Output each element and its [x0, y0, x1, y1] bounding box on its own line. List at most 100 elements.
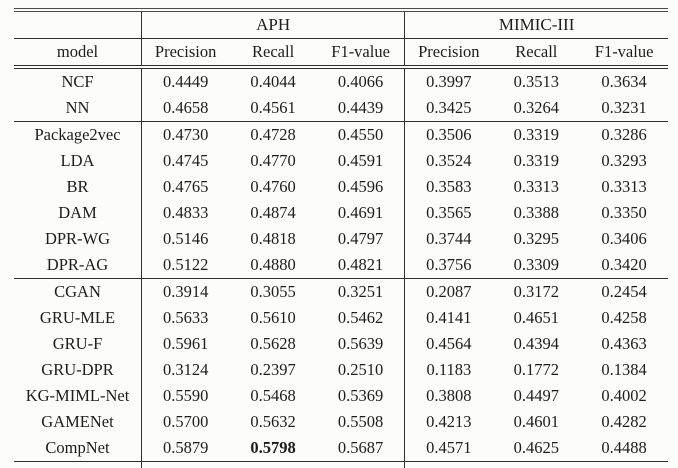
value-cell: 0.2087: [426, 282, 472, 301]
table-row: GRU-F 0.5961 0.5628 0.5639 0.4564 0.4394 0.436…: [14, 331, 668, 357]
model-name-cell: BR: [14, 174, 143, 200]
column-header-mimic-precision: Precision: [418, 42, 480, 61]
value-cell: 0.5879: [162, 438, 209, 457]
value-cell: 0.4596: [316, 174, 406, 200]
value-cell: 0.4213: [426, 412, 472, 431]
value-cell: 0.4833: [162, 203, 209, 222]
value-cell: 0.4141: [426, 308, 472, 327]
table-row: NN 0.4658 0.4561 0.4439 0.3425 0.3264 0.3231: [14, 95, 668, 122]
value-cell: 0.5687: [316, 435, 406, 462]
value-cell: 0.4002: [601, 386, 647, 405]
value-cell: 0.3388: [513, 203, 559, 222]
model-name-cell: DPR-WG: [14, 226, 143, 252]
value-cell: 0.4625: [513, 438, 559, 457]
value-cell: 0.3055: [250, 282, 296, 301]
table-row: DAM 0.4833 0.4874 0.4691 0.3565 0.3388 0.3350: [14, 200, 668, 226]
value-cell: 0.4571: [426, 438, 472, 457]
column-header-row: model Precision Recall F1-value Precisio…: [14, 38, 668, 67]
value-cell: 0.3756: [426, 255, 472, 274]
value-cell: 0.2397: [250, 360, 296, 379]
value-cell: 0.4560: [580, 462, 668, 468]
model-name-cell: Package2vec: [14, 121, 143, 148]
value-cell: 0.4651: [513, 308, 559, 327]
value-cell: 0.4760: [250, 177, 296, 196]
table-section: Package2vec 0.4730 0.4728 0.4550 0.3506 0.331…: [14, 121, 668, 279]
column-header-mimic-recall: Recall: [515, 42, 558, 61]
value-cell: 0.3744: [426, 229, 472, 248]
table-section: NCF 0.4449 0.4044 0.4066 0.3997 0.3513 0.3634 N…: [14, 67, 668, 122]
value-cell: 0.4730: [162, 125, 209, 144]
column-header-aph-recall: Recall: [252, 42, 295, 61]
value-cell: 0.3524: [426, 151, 472, 170]
group-header-aph: APH: [141, 10, 406, 39]
value-cell: 0.3309: [513, 255, 559, 274]
value-cell: 0.5122: [162, 255, 209, 274]
value-cell: 0.4880: [250, 255, 296, 274]
table-row: BR 0.4765 0.4760 0.4596 0.3583 0.3313 0.3313: [14, 174, 668, 200]
value-cell: 0.5508: [316, 409, 406, 435]
value-cell: 0.4561: [250, 98, 296, 117]
model-name-cell: CompNet: [14, 435, 143, 462]
value-cell: 0.5369: [316, 383, 406, 409]
value-cell: 0.4745: [162, 151, 209, 170]
value-cell: 0.5632: [250, 412, 296, 431]
value-cell: 0.3313: [513, 177, 559, 196]
value-cell: 0.4662: [405, 462, 493, 468]
value-cell: 0.5740: [316, 461, 406, 468]
value-cell: 0.5628: [250, 334, 296, 353]
value-cell: 0.3506: [426, 125, 472, 144]
value-cell: 0.3295: [513, 229, 559, 248]
table-row: DPR-WG 0.5146 0.4818 0.4797 0.3744 0.3295 0.34…: [14, 226, 668, 252]
value-cell: 0.3420: [601, 255, 647, 274]
value-cell: 0.5639: [316, 331, 406, 357]
value-cell: 0.5738: [229, 462, 317, 468]
value-cell: 0.3406: [601, 229, 647, 248]
value-cell: 0.1772: [513, 360, 559, 379]
column-header-model: model: [14, 38, 143, 67]
model-name-cell: NCF: [14, 67, 143, 95]
table-row: LDA 0.4745 0.4770 0.4591 0.3524 0.3319 0.3293: [14, 148, 668, 174]
value-cell: 0.3231: [601, 98, 647, 117]
column-header-aph-f1: F1-value: [316, 38, 406, 67]
model-name-cell: GRU-F: [14, 331, 143, 357]
results-table: APH MIMIC-III model Precision Recall F1-…: [14, 8, 668, 468]
model-name-cell: GRU-DPR: [14, 357, 143, 383]
value-cell: 0.5633: [162, 308, 209, 327]
value-cell: 0.3565: [426, 203, 472, 222]
model-name-cell: DPG: [14, 461, 143, 468]
value-cell: 0.4550: [316, 121, 406, 148]
value-cell: 0.3350: [601, 203, 647, 222]
table-row: CompNet 0.5879 0.5798 0.5687 0.4571 0.4625 0.4…: [14, 435, 668, 462]
table-row: CGAN 0.3914 0.3055 0.3251 0.2087 0.3172 0.2454: [14, 278, 668, 305]
value-cell: 0.4363: [601, 334, 647, 353]
value-cell: 0.4691: [316, 200, 406, 226]
value-cell: 0.5468: [250, 386, 296, 405]
column-header-aph-precision: Precision: [154, 42, 217, 61]
value-cell: 0.3914: [162, 282, 209, 301]
value-cell: 0.2454: [601, 282, 647, 301]
value-cell: 0.4698: [492, 462, 580, 468]
value-cell: 0.3286: [601, 125, 647, 144]
table-row: DPR-AG 0.5122 0.4880 0.4821 0.3756 0.3309 0.34…: [14, 252, 668, 279]
column-header-mimic-f1: F1-value: [594, 42, 654, 61]
table-header: APH MIMIC-III model Precision Recall F1-…: [14, 10, 668, 67]
value-cell: 0.4797: [316, 226, 406, 252]
value-cell: 0.3313: [601, 177, 647, 196]
table-section: CGAN 0.3914 0.3055 0.3251 0.2087 0.3172 0.2454…: [14, 278, 668, 462]
group-header-mimic-iii: MIMIC-III: [404, 10, 668, 39]
value-cell: 0.1183: [426, 360, 472, 379]
value-cell: 0.3583: [426, 177, 472, 196]
table-row: NCF 0.4449 0.4044 0.4066 0.3997 0.3513 0.3634: [14, 67, 668, 95]
value-cell: 0.3634: [601, 72, 647, 91]
value-cell: 0.6060: [142, 462, 230, 468]
value-cell: 0.5798: [250, 438, 296, 457]
value-cell: 0.4066: [316, 67, 406, 95]
value-cell: 0.4044: [250, 72, 296, 91]
model-name-cell: CGAN: [14, 278, 143, 305]
value-cell: 0.4765: [162, 177, 209, 196]
value-cell: 0.5961: [162, 334, 209, 353]
value-cell: 0.4497: [513, 386, 559, 405]
model-name-cell: KG-MIML-Net: [14, 383, 143, 409]
value-cell: 0.3425: [426, 98, 472, 117]
